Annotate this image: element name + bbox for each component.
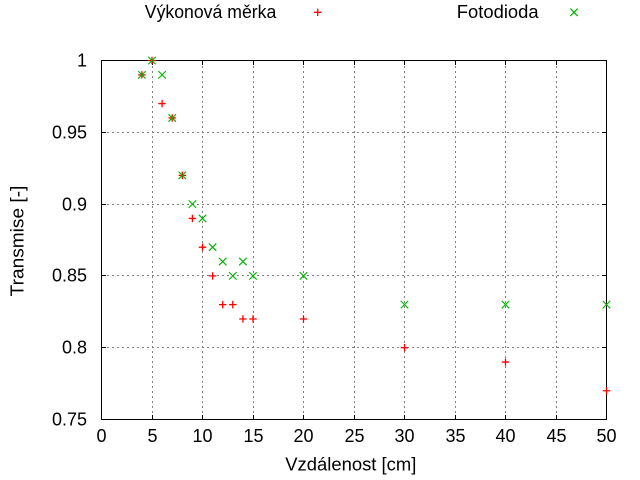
svg-text:10: 10 xyxy=(192,426,212,446)
svg-text:5: 5 xyxy=(147,426,157,446)
svg-text:0: 0 xyxy=(96,426,106,446)
svg-text:0.75: 0.75 xyxy=(52,410,87,430)
svg-text:50: 50 xyxy=(596,426,616,446)
svg-text:25: 25 xyxy=(344,426,364,446)
svg-text:Vzdálenost [cm]: Vzdálenost [cm] xyxy=(285,455,416,475)
svg-text:0.8: 0.8 xyxy=(62,338,87,358)
svg-text:Fotodioda: Fotodioda xyxy=(457,2,540,22)
svg-text:0.9: 0.9 xyxy=(62,195,87,215)
svg-text:30: 30 xyxy=(394,426,414,446)
svg-text:15: 15 xyxy=(243,426,263,446)
svg-text:0.85: 0.85 xyxy=(52,266,87,286)
svg-text:45: 45 xyxy=(546,426,566,446)
svg-text:1: 1 xyxy=(77,51,87,71)
svg-text:0.95: 0.95 xyxy=(52,123,87,143)
svg-text:35: 35 xyxy=(445,426,465,446)
svg-text:20: 20 xyxy=(293,426,313,446)
svg-text:40: 40 xyxy=(495,426,515,446)
svg-text:Výkonová měrka: Výkonová měrka xyxy=(145,2,277,22)
svg-text:Transmise [-]: Transmise [-] xyxy=(8,186,28,297)
